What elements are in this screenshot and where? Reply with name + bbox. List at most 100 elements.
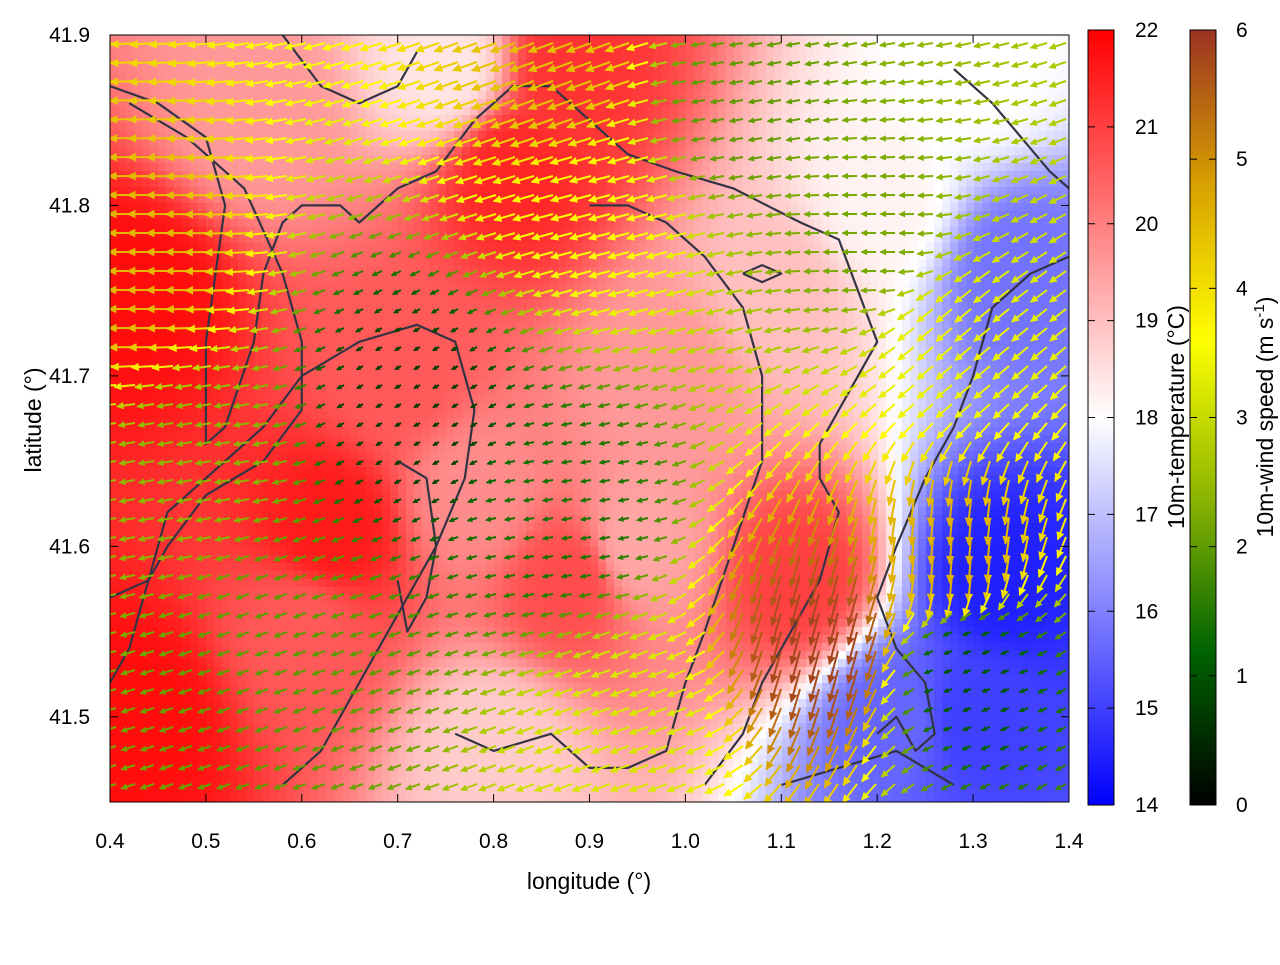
temperature-cell [142,595,151,604]
temperature-cell [486,291,495,300]
temperature-cell [446,627,455,636]
temperature-cell [142,35,151,44]
temperature-cell [214,219,223,228]
temperature-cell [462,227,471,236]
temperature-cell [262,227,271,236]
temperature-cell [486,787,495,796]
temperature-cell [334,483,343,492]
temperature-cell [414,347,423,356]
temperature-cell [366,339,375,348]
temperature-cell [142,291,151,300]
temperature-cell [382,563,391,572]
temperature-cell [134,571,143,580]
temperature-cell [142,683,151,692]
temperature-cell [134,531,143,540]
temperature-cell [286,475,295,484]
temperature-cell [382,315,391,324]
temperature-cell [278,155,287,164]
temperature-cell [126,251,135,260]
temperature-cell [206,67,215,76]
temperature-cell [342,299,351,308]
temperature-cell [158,659,167,668]
temperature-cell [182,691,191,700]
temperature-cell [238,203,247,212]
temperature-cell [182,435,191,444]
temperature-cell [358,795,367,802]
temperature-cell [486,371,495,380]
temperature-cell [190,411,199,420]
temperature-cell [214,347,223,356]
temperature-cell [262,123,271,132]
temperature-cell [510,787,519,796]
temperature-cell [382,299,391,308]
temperature-cell [126,43,135,52]
temperature-cell [438,315,447,324]
temperature-cell [518,155,527,164]
temperature-cell [214,739,223,748]
temperature-cell [406,443,415,452]
temperature-cell [470,147,479,156]
temperature-cell [158,427,167,436]
temperature-cell [342,275,351,284]
temperature-cell [326,683,335,692]
temperature-cell [470,155,479,164]
temperature-cell [262,779,271,788]
temperature-cell [446,51,455,60]
temperature-cell [510,579,519,588]
temperature-cell [334,523,343,532]
temperature-cell [206,755,215,764]
temperature-cell [494,51,503,60]
temperature-cell [222,651,231,660]
temperature-cell [206,379,215,388]
temperature-cell [174,435,183,444]
temperature-cell [310,395,319,404]
temperature-cell [478,131,487,140]
temperature-cell [374,715,383,724]
temperature-cell [406,387,415,396]
temperature-cell [422,723,431,732]
temperature-cell [494,299,503,308]
temperature-cell [238,651,247,660]
temperature-cell [238,531,247,540]
temperature-cell [366,275,375,284]
temperature-cell [494,171,503,180]
temperature-cell [190,291,199,300]
temperature-cell [222,459,231,468]
temperature-cell [142,499,151,508]
temperature-cell [518,539,527,548]
temperature-cell [214,147,223,156]
temperature-cell [166,587,175,596]
temperature-cell [310,731,319,740]
temperature-cell [342,403,351,412]
temperature-cell [510,259,519,268]
temperature-cell [326,347,335,356]
temperature-cell [198,235,207,244]
temperature-cell [398,563,407,572]
temperature-cell [166,763,175,772]
temperature-cell [350,731,359,740]
temperature-cell [118,563,127,572]
temperature-cell [478,283,487,292]
temperature-cell [182,411,191,420]
temperature-cell [262,83,271,92]
temperature-cell [334,67,343,76]
temperature-cell [430,491,439,500]
temperature-cell [342,683,351,692]
temperature-cell [158,203,167,212]
temperature-cell [262,387,271,396]
temperature-cell [430,51,439,60]
temperature-cell [358,147,367,156]
temperature-cell [222,355,231,364]
temperature-cell [518,243,527,252]
temperature-cell [214,235,223,244]
temperature-cell [142,667,151,676]
temperature-cell [126,443,135,452]
temperature-cell [110,147,119,156]
temperature-cell [286,451,295,460]
temperature-cell [350,459,359,468]
temperature-cell [502,291,511,300]
temperature-cell [238,179,247,188]
temperature-cell [454,427,463,436]
temperature-cell [286,515,295,524]
temperature-cell [150,499,159,508]
